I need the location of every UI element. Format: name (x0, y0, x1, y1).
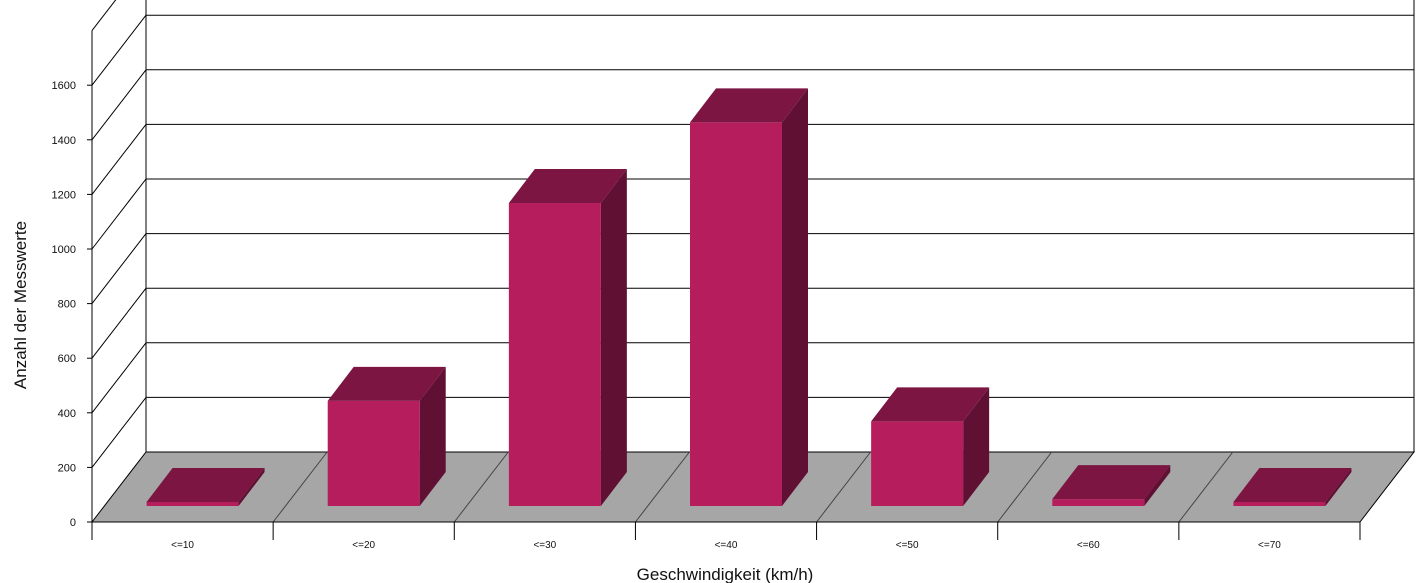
floor-divider (816, 451, 871, 523)
x-tick-label: <=30 (533, 540, 556, 551)
y-tick-label: 1200 (52, 189, 76, 201)
y-tick-label: 1000 (52, 244, 76, 256)
bar (146, 468, 265, 506)
gridline-side (91, 233, 147, 304)
bar-top (1233, 468, 1352, 502)
bar-front (690, 122, 782, 506)
gridline-side (91, 69, 147, 141)
bar-top (508, 168, 627, 203)
side-wall (92, 0, 146, 522)
bars (146, 88, 1352, 506)
x-tick-label: <=70 (1258, 540, 1281, 551)
bar-side (782, 88, 808, 506)
bar-front (1233, 502, 1326, 506)
floor-divider (635, 451, 690, 523)
y-tick-label: 1400 (52, 135, 76, 147)
y-tick-label: 0 (70, 517, 76, 529)
x-tick-label: <=40 (715, 540, 738, 551)
axes (91, 30, 1361, 540)
bar (871, 387, 990, 506)
y-tick-label: 200 (58, 462, 76, 474)
bar-front (508, 202, 601, 506)
y-tick-labels: 0 200 400 600 800 1000 1200 1400 1600 (52, 80, 92, 529)
floor-divider (453, 451, 509, 523)
bar-top (146, 468, 265, 502)
y-tick-label: 400 (58, 408, 76, 420)
x-tick-label: <=10 (171, 540, 194, 551)
bar-side (419, 366, 446, 506)
gridline-side (91, 124, 147, 195)
bar-front (871, 421, 964, 506)
x-tick-label: <=60 (1077, 540, 1100, 551)
bar-top (1052, 465, 1171, 500)
gridline-side (91, 178, 147, 250)
bar-front (146, 502, 239, 506)
gridline-side (91, 0, 117, 31)
bar-top (690, 88, 808, 123)
bar (327, 366, 446, 506)
gridline-side (91, 287, 147, 359)
bar-top (327, 366, 446, 401)
floor-divider (997, 451, 1053, 523)
bar (1233, 468, 1352, 506)
gridline-side (91, 397, 147, 468)
bar (508, 168, 627, 506)
y-tick-label: 600 (58, 353, 76, 365)
gridline-side (91, 342, 147, 414)
x-tick-label: <=50 (896, 540, 919, 551)
floor-divider (1178, 451, 1234, 523)
x-tick-labels: <=10 <=20 <=30 <=40 <=50 <=60 <=70 (171, 540, 1281, 551)
x-tick-label: <=20 (352, 540, 375, 551)
bar (690, 88, 808, 506)
bar-side (600, 168, 627, 506)
gridline-side (91, 14, 147, 86)
bar-front (327, 400, 420, 506)
y-axis-title: Anzahl der Messwerte (11, 221, 30, 389)
x-axis-title: Geschwindigkeit (km/h) (637, 565, 814, 583)
bar-side (1325, 468, 1352, 506)
y-tick-label: 1600 (52, 80, 76, 92)
y-tick-label: 800 (58, 299, 76, 311)
bar-front (1052, 499, 1145, 506)
bar-top (871, 387, 990, 422)
bar-side (963, 387, 990, 506)
bar (1052, 465, 1171, 506)
bar-side (1144, 465, 1171, 506)
floor-divider (272, 451, 328, 523)
bar-side (238, 468, 265, 506)
